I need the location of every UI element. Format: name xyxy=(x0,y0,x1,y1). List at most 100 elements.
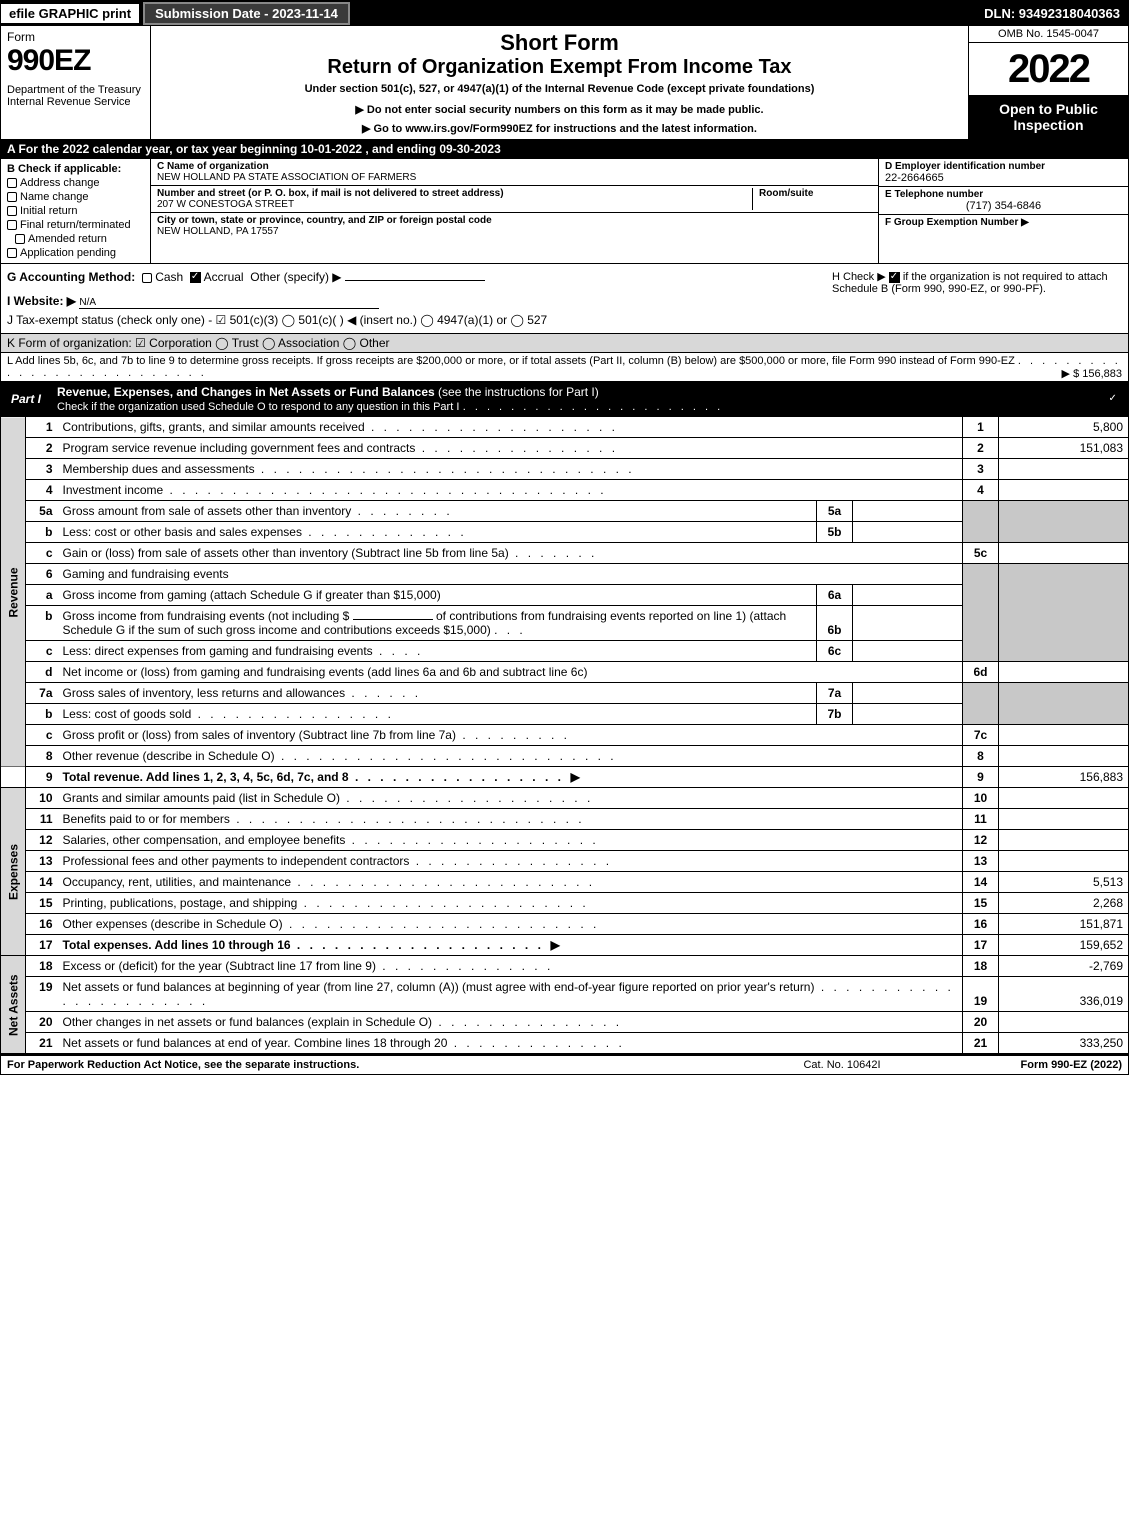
line-11-no: 11 xyxy=(26,809,58,830)
chk-cash[interactable] xyxy=(142,273,152,283)
chk-address-change[interactable]: Address change xyxy=(7,177,144,189)
tel-label: E Telephone number xyxy=(885,189,1122,200)
name-change-label: Name change xyxy=(20,191,89,203)
line-3-val xyxy=(999,459,1129,480)
line-11-val xyxy=(999,809,1129,830)
line-7b-subno: 7b xyxy=(817,704,853,725)
col-b-checkboxes: B Check if applicable: Address change Na… xyxy=(1,159,151,263)
line-20-desc: Other changes in net assets or fund bala… xyxy=(58,1012,963,1033)
row-k-form-org: K Form of organization: ☑ Corporation ◯ … xyxy=(0,334,1129,353)
line-6c-desc: Less: direct expenses from gaming and fu… xyxy=(58,641,817,662)
initial-return-label: Initial return xyxy=(20,205,77,217)
line-5c-desc: Gain or (loss) from sale of assets other… xyxy=(58,543,963,564)
line-4-no: 4 xyxy=(26,480,58,501)
line-6b-subno: 6b xyxy=(817,606,853,641)
line-12-val xyxy=(999,830,1129,851)
line-15-no: 15 xyxy=(26,893,58,914)
footer-mid: Cat. No. 10642I xyxy=(742,1059,942,1071)
line-7c-rno: 7c xyxy=(963,725,999,746)
line-6d-rno: 6d xyxy=(963,662,999,683)
chk-amended-return[interactable]: Amended return xyxy=(7,233,144,245)
website-value: N/A xyxy=(79,297,379,309)
cash-label: Cash xyxy=(155,270,183,284)
line-1-desc: Contributions, gifts, grants, and simila… xyxy=(58,417,963,438)
line-7c-val xyxy=(999,725,1129,746)
line-5b-subno: 5b xyxy=(817,522,853,543)
city-value: NEW HOLLAND, PA 17557 xyxy=(157,226,872,237)
form-label: Form xyxy=(7,30,144,44)
street-value: 207 W CONESTOGA STREET xyxy=(157,199,752,210)
line-16-no: 16 xyxy=(26,914,58,935)
line-13-desc: Professional fees and other payments to … xyxy=(58,851,963,872)
line-6b-no: b xyxy=(26,606,58,641)
accounting-label: G Accounting Method: xyxy=(7,270,135,284)
return-title: Return of Organization Exempt From Incom… xyxy=(159,56,960,79)
line-12-no: 12 xyxy=(26,830,58,851)
accrual-label: Accrual xyxy=(204,270,244,284)
line-11-desc: Benefits paid to or for members . . . . … xyxy=(58,809,963,830)
line-14-rno: 14 xyxy=(963,872,999,893)
line-5a-subval xyxy=(853,501,963,522)
line-2-val: 151,083 xyxy=(999,438,1129,459)
line-18-no: 18 xyxy=(26,956,58,977)
row-l-text: L Add lines 5b, 6c, and 7b to line 9 to … xyxy=(7,355,1015,367)
part1-checkbox[interactable] xyxy=(1098,392,1128,406)
group-row: F Group Exemption Number ▶ xyxy=(879,215,1128,263)
line-15-desc: Printing, publications, postage, and shi… xyxy=(58,893,963,914)
line-7c-no: c xyxy=(26,725,58,746)
line-5b-no: b xyxy=(26,522,58,543)
line-6b-desc1: Gross income from fundraising events (no… xyxy=(63,609,350,623)
part1-label: Part I xyxy=(1,389,51,409)
city-row: City or town, state or province, country… xyxy=(151,213,878,239)
part1-lines-table: Revenue 1 Contributions, gifts, grants, … xyxy=(0,417,1129,1054)
street-row: Number and street (or P. O. box, if mail… xyxy=(151,186,878,213)
chk-h[interactable] xyxy=(889,272,900,283)
line-7a-subno: 7a xyxy=(817,683,853,704)
do-not-enter: ▶ Do not enter social security numbers o… xyxy=(159,103,960,116)
line-21-no: 21 xyxy=(26,1033,58,1054)
city-label: City or town, state or province, country… xyxy=(157,215,872,226)
chk-name-change[interactable]: Name change xyxy=(7,191,144,203)
line-1-no: 1 xyxy=(26,417,58,438)
line-10-desc: Grants and similar amounts paid (list in… xyxy=(58,788,963,809)
line-17-rno: 17 xyxy=(963,935,999,956)
section-gh: G Accounting Method: Cash Accrual Other … xyxy=(0,264,1129,334)
line-7b-no: b xyxy=(26,704,58,725)
go-to-link[interactable]: ▶ Go to www.irs.gov/Form990EZ for instru… xyxy=(159,122,960,135)
line-14-val: 5,513 xyxy=(999,872,1129,893)
address-change-label: Address change xyxy=(20,177,100,189)
line-3-no: 3 xyxy=(26,459,58,480)
line-6c-subno: 6c xyxy=(817,641,853,662)
org-name-label: C Name of organization xyxy=(157,161,872,172)
chk-initial-return[interactable]: Initial return xyxy=(7,205,144,217)
line-6c-no: c xyxy=(26,641,58,662)
col-b-label: B Check if applicable: xyxy=(7,163,144,175)
line-16-rno: 16 xyxy=(963,914,999,935)
line-5ab-rno-grey xyxy=(963,501,999,543)
line-8-desc: Other revenue (describe in Schedule O) .… xyxy=(58,746,963,767)
group-label: F Group Exemption Number ▶ xyxy=(885,217,1122,228)
line-21-rno: 21 xyxy=(963,1033,999,1054)
line-6-no: 6 xyxy=(26,564,58,585)
room-suite-label: Room/suite xyxy=(759,188,872,199)
chk-final-return[interactable]: Final return/terminated xyxy=(7,219,144,231)
efile-label[interactable]: efile GRAPHIC print xyxy=(1,4,139,23)
form-number: 990EZ xyxy=(7,44,144,78)
chk-application-pending[interactable]: Application pending xyxy=(7,247,144,259)
other-specify-input[interactable] xyxy=(345,280,485,281)
line-5b-subval xyxy=(853,522,963,543)
line-7a-no: 7a xyxy=(26,683,58,704)
line-13-val xyxy=(999,851,1129,872)
website-label: I Website: ▶ xyxy=(7,294,76,308)
line-6b-blank[interactable] xyxy=(353,619,433,620)
line-10-no: 10 xyxy=(26,788,58,809)
line-6-rno-grey xyxy=(963,564,999,662)
line-2-rno: 2 xyxy=(963,438,999,459)
chk-accrual[interactable] xyxy=(190,272,201,283)
line-2-no: 2 xyxy=(26,438,58,459)
line-7b-subval xyxy=(853,704,963,725)
line-13-no: 13 xyxy=(26,851,58,872)
tax-exempt-status: J Tax-exempt status (check only one) - ☑… xyxy=(7,313,822,327)
line-3-desc: Membership dues and assessments . . . . … xyxy=(58,459,963,480)
final-return-label: Final return/terminated xyxy=(20,219,131,231)
